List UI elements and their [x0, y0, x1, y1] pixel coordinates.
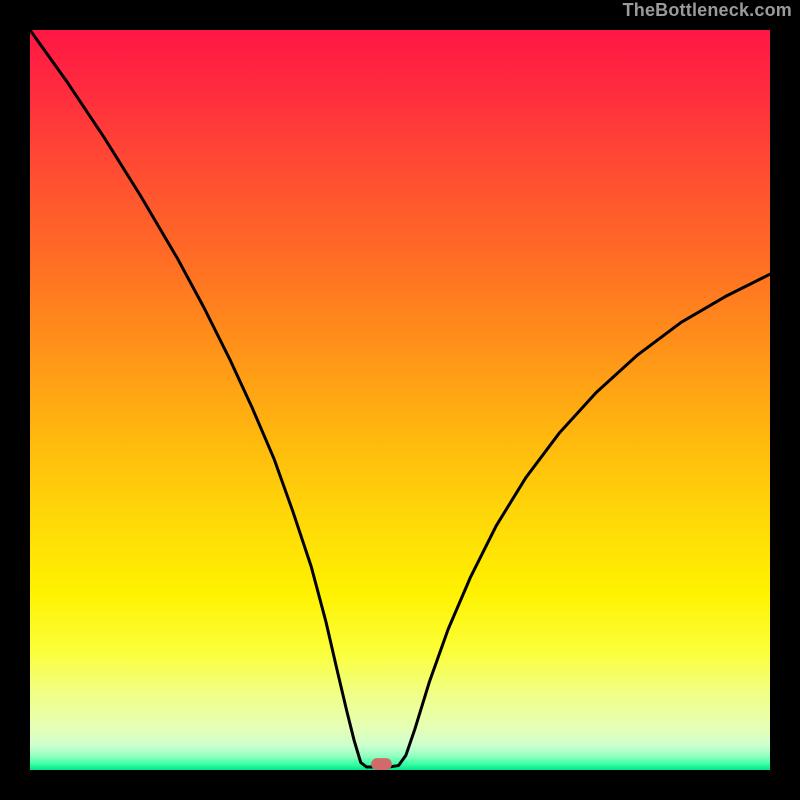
plot-background-gradient	[30, 30, 770, 770]
bottleneck-curve-chart	[0, 0, 800, 800]
watermark-text: TheBottleneck.com	[623, 0, 792, 21]
chart-container: TheBottleneck.com	[0, 0, 800, 800]
optimal-point-marker	[371, 758, 392, 770]
